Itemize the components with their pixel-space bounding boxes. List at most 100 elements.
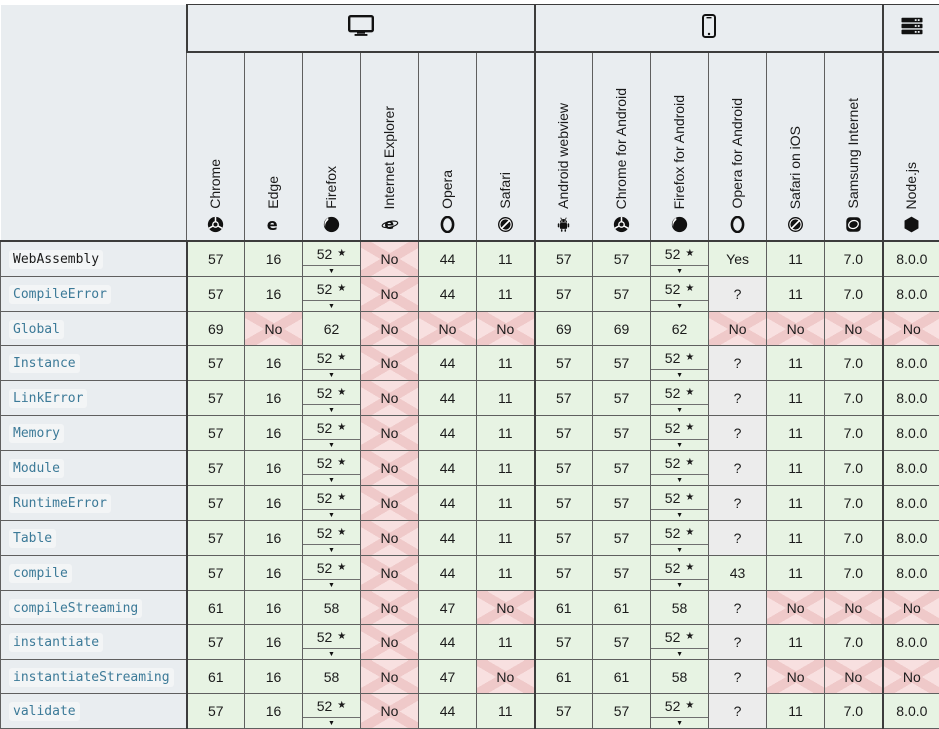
note-star-icon: ★ [337, 528, 346, 538]
expand-notes-arrow-icon[interactable]: ▼ [303, 509, 360, 520]
support-value: 16 [266, 634, 282, 650]
support-cell[interactable]: 52★▼ [651, 416, 709, 451]
support-cell: No [477, 591, 535, 625]
support-cell: 11 [477, 556, 535, 591]
support-value: 57 [614, 634, 630, 650]
expand-notes-arrow-icon[interactable]: ▼ [651, 300, 708, 311]
support-value: 52 [665, 385, 681, 401]
expand-notes-arrow-icon[interactable]: ▼ [303, 544, 360, 555]
expand-notes-arrow-icon[interactable]: ▼ [651, 648, 708, 659]
support-value: 57 [556, 251, 572, 267]
expand-notes-arrow-icon[interactable]: ▼ [651, 509, 708, 520]
support-cell[interactable]: 52★▼ [303, 346, 361, 381]
support-cell[interactable]: 52★▼ [651, 625, 709, 660]
feature-cell: Memory [1, 416, 187, 451]
support-value: 52 [665, 629, 681, 645]
support-cell[interactable]: 52★▼ [303, 416, 361, 451]
support-value: 52 [665, 281, 681, 297]
expand-notes-arrow-icon[interactable]: ▼ [651, 439, 708, 450]
support-cell: ? [709, 381, 767, 416]
support-value: 7.0 [844, 703, 863, 719]
support-cell[interactable]: 52★▼ [651, 451, 709, 486]
support-cell: 7.0 [825, 556, 883, 591]
feature-link[interactable]: CompileError [9, 285, 111, 304]
support-value: 16 [266, 460, 282, 476]
support-cell[interactable]: 52★▼ [651, 486, 709, 521]
support-cell[interactable]: 52★▼ [303, 486, 361, 521]
support-cell[interactable]: 52★▼ [651, 521, 709, 556]
support-cell: 57 [535, 346, 593, 381]
expand-notes-arrow-icon[interactable]: ▼ [651, 404, 708, 415]
support-cell[interactable]: 52★▼ [303, 521, 361, 556]
support-value: 11 [498, 425, 513, 441]
expand-notes-arrow-icon[interactable]: ▼ [651, 579, 708, 590]
expand-notes-arrow-icon[interactable]: ▼ [303, 439, 360, 450]
support-cell[interactable]: 52★▼ [651, 241, 709, 277]
support-cell[interactable]: 52★▼ [651, 277, 709, 312]
expand-notes-arrow-icon[interactable]: ▼ [651, 265, 708, 276]
support-cell: 11 [767, 451, 825, 486]
expand-notes-arrow-icon[interactable]: ▼ [303, 265, 360, 276]
support-cell: 8.0.0 [883, 486, 939, 521]
corner-cell [1, 5, 187, 242]
support-value: 11 [788, 251, 803, 267]
support-cell[interactable]: 52★▼ [651, 346, 709, 381]
support-value: 16 [266, 495, 282, 511]
support-cell[interactable]: 52★▼ [303, 241, 361, 277]
expand-notes-arrow-icon[interactable]: ▼ [303, 579, 360, 590]
feature-link[interactable]: Table [9, 529, 56, 548]
feature-link[interactable]: instantiate [9, 633, 103, 652]
support-cell[interactable]: 52★▼ [303, 451, 361, 486]
feature-link[interactable]: Module [9, 459, 64, 478]
feature-link[interactable]: RuntimeError [9, 494, 111, 513]
support-cell[interactable]: 52★▼ [651, 556, 709, 591]
note-star-icon: ★ [337, 632, 346, 642]
feature-link[interactable]: compile [9, 564, 72, 583]
expand-notes-arrow-icon[interactable]: ▼ [651, 369, 708, 380]
support-cell: No [477, 312, 535, 346]
expand-notes-arrow-icon[interactable]: ▼ [303, 300, 360, 311]
expand-notes-arrow-icon[interactable]: ▼ [303, 648, 360, 659]
support-cell: 57 [187, 241, 245, 277]
support-value: No [381, 495, 399, 511]
support-cell: 8.0.0 [883, 694, 939, 729]
support-value: 58 [324, 600, 340, 616]
support-cell[interactable]: 52★▼ [303, 556, 361, 591]
support-value: 11 [498, 390, 513, 406]
support-cell: 11 [767, 486, 825, 521]
expand-notes-arrow-icon[interactable]: ▼ [303, 369, 360, 380]
browser-label: Node.js [904, 162, 919, 209]
expand-notes-arrow-icon[interactable]: ▼ [651, 717, 708, 728]
feature-link[interactable]: Instance [9, 354, 80, 373]
support-cell: 8.0.0 [883, 451, 939, 486]
support-cell: ? [709, 277, 767, 312]
support-cell: 11 [477, 241, 535, 277]
feature-link[interactable]: compileStreaming [9, 599, 142, 618]
support-cell: 57 [187, 451, 245, 486]
expand-notes-arrow-icon[interactable]: ▼ [303, 474, 360, 485]
firefox-icon [671, 216, 688, 233]
support-value: Yes [726, 251, 749, 267]
expand-notes-arrow-icon[interactable]: ▼ [651, 544, 708, 555]
expand-notes-arrow-icon[interactable]: ▼ [303, 404, 360, 415]
expand-notes-arrow-icon[interactable]: ▼ [651, 474, 708, 485]
support-cell: 61 [187, 591, 245, 625]
feature-link[interactable]: Global [9, 320, 64, 339]
support-cell: No [825, 591, 883, 625]
feature-link[interactable]: instantiateStreaming [9, 668, 174, 687]
support-cell[interactable]: 52★▼ [303, 277, 361, 312]
support-cell[interactable]: 52★▼ [303, 694, 361, 729]
feature-link[interactable]: LinkError [9, 389, 87, 408]
support-value: 11 [498, 703, 513, 719]
support-cell[interactable]: 52★▼ [651, 381, 709, 416]
expand-notes-arrow-icon[interactable]: ▼ [303, 717, 360, 728]
feature-link[interactable]: Memory [9, 424, 64, 443]
support-value: No [844, 600, 862, 616]
support-cell[interactable]: 52★▼ [303, 381, 361, 416]
support-cell[interactable]: 52★▼ [651, 694, 709, 729]
support-cell[interactable]: 52★▼ [303, 625, 361, 660]
